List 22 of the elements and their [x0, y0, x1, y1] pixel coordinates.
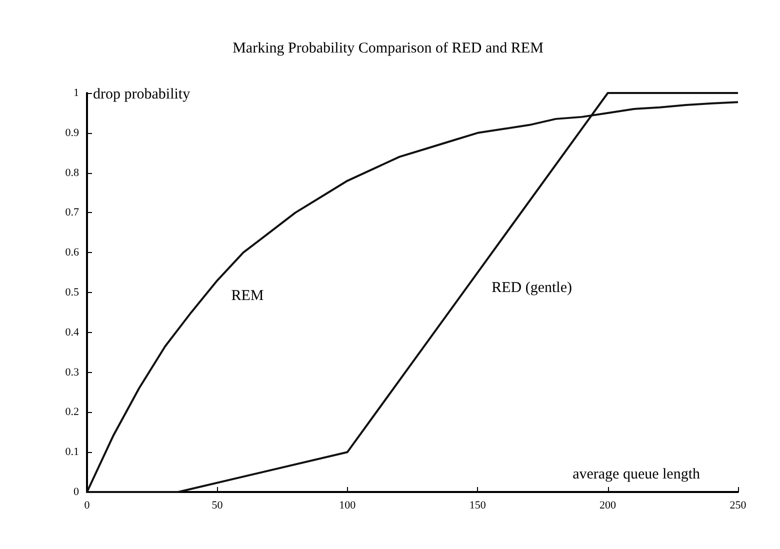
y-tick-label: 0.3	[65, 366, 80, 378]
x-axis-title: average queue length	[572, 466, 700, 482]
y-axis-title: drop probability	[93, 86, 191, 102]
y-tick-label: 0.9	[65, 126, 80, 139]
x-tick-label: 150	[469, 500, 486, 512]
x-tick-label: 200	[600, 500, 617, 512]
x-tick-label: 0	[84, 500, 90, 512]
y-tick-label: 0.8	[65, 166, 80, 179]
series-label: RED (gentle)	[492, 280, 572, 296]
x-tick-label: 50	[212, 500, 224, 512]
y-tick-label: 0.6	[65, 246, 80, 259]
y-tick-label: 1	[74, 87, 79, 99]
x-tick-label: 100	[339, 500, 356, 512]
series-label: REM	[231, 288, 264, 304]
y-tick-label: 0	[74, 486, 80, 498]
y-tick-label: 0.2	[65, 406, 79, 418]
chart-title: Marking Probability Comparison of RED and REM	[232, 40, 544, 56]
x-tick-label: 250	[730, 500, 747, 512]
y-tick-label: 0.5	[65, 286, 80, 298]
y-tick-label: 0.1	[65, 446, 79, 458]
y-tick-label: 0.4	[65, 326, 80, 338]
y-tick-label: 0.7	[65, 206, 80, 219]
